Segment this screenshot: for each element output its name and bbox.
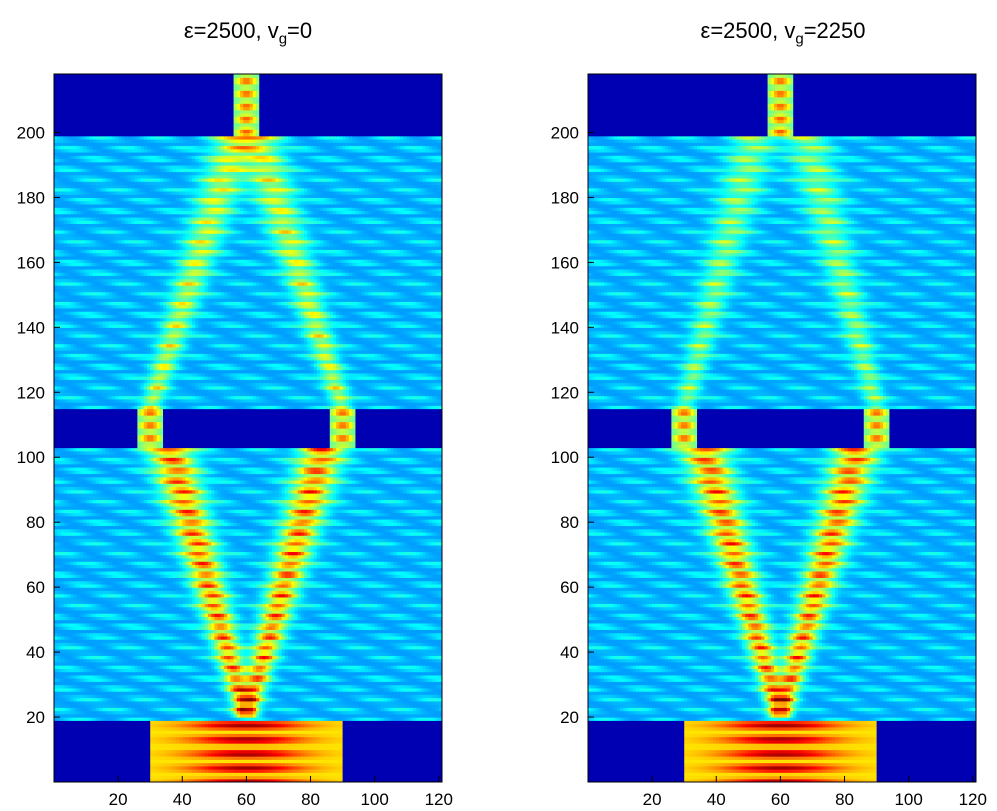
panel-1-field xyxy=(54,74,443,783)
